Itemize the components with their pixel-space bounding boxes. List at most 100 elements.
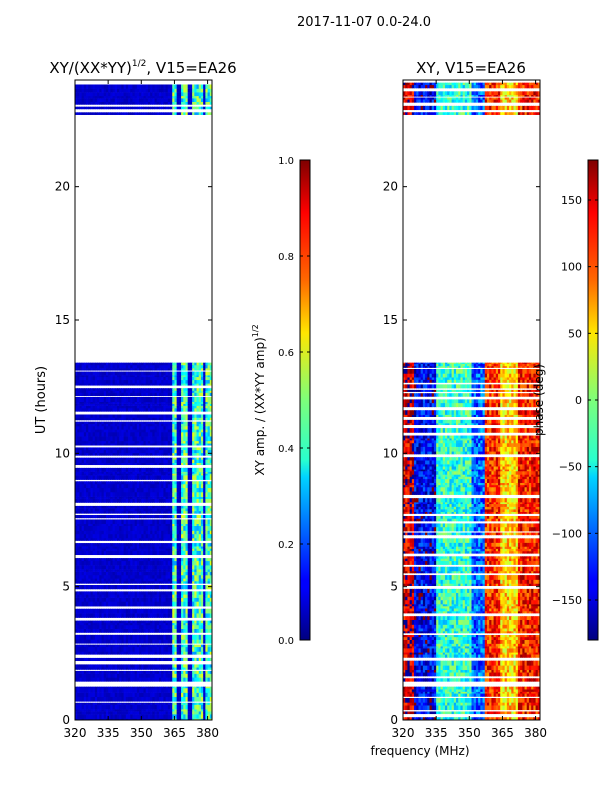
heatmap-cell: [123, 560, 127, 566]
heatmap-cell: [200, 670, 204, 674]
heatmap-cell: [77, 560, 81, 566]
heatmap-cell: [189, 711, 193, 715]
heatmap-cell: [75, 417, 78, 421]
heatmap-cell: [119, 408, 122, 412]
heatmap-cell: [116, 620, 120, 624]
heatmap-cell: [150, 714, 153, 719]
heatmap-cell: [154, 673, 158, 678]
heatmap-cell: [134, 491, 138, 497]
heatmap-cell: [105, 462, 109, 466]
heatmap-cell: [128, 571, 131, 576]
heatmap-cell: [192, 686, 195, 689]
heatmap-cell: [194, 519, 198, 525]
heatmap-cell: [209, 639, 212, 644]
heatmap-cell: [150, 702, 153, 705]
heatmap-cell: [97, 639, 100, 644]
heatmap-cell: [198, 452, 202, 456]
heatmap-cell: [167, 429, 171, 433]
heatmap-cell: [207, 639, 211, 644]
heatmap-cell: [147, 417, 151, 421]
heatmap-cell: [101, 491, 105, 497]
heatmap-cell: [145, 447, 149, 451]
heatmap-cell: [158, 519, 162, 525]
heatmap-cell: [200, 714, 204, 719]
heatmap-cell: [203, 692, 206, 698]
heatmap-cell: [121, 597, 125, 602]
heatmap-cell: [150, 639, 153, 644]
heatmap-cell: [90, 452, 94, 456]
heatmap-cell: [194, 431, 198, 437]
heatmap-cell: [167, 505, 171, 509]
heatmap-cell: [134, 425, 138, 430]
heatmap-cell: [75, 613, 78, 618]
heatmap-cell: [145, 462, 149, 466]
heatmap-cell: [187, 473, 191, 476]
heatmap-cell: [147, 718, 151, 720]
heatmap-cell: [77, 443, 81, 446]
heatmap-cell: [147, 639, 151, 644]
heatmap-cell: [105, 496, 109, 499]
heatmap-cell: [94, 574, 98, 579]
heatmap-cell: [165, 519, 169, 525]
heatmap-cell: [163, 613, 167, 618]
heatmap-cell: [90, 624, 94, 629]
heatmap-cell: [196, 670, 200, 674]
heatmap-cell: [99, 667, 103, 670]
heatmap-cell: [147, 496, 151, 499]
heatmap-cell: [94, 523, 98, 527]
heatmap-cell: [165, 711, 169, 715]
heatmap-cell: [99, 550, 103, 556]
heatmap-cell: [163, 646, 167, 652]
heatmap-cell: [90, 560, 94, 566]
heatmap-cell: [163, 608, 167, 614]
heatmap-cell: [183, 483, 187, 489]
heatmap-cell: [192, 537, 195, 541]
heatmap-cell: [178, 543, 182, 547]
heatmap-cell: [105, 452, 109, 456]
heatmap-cell: [101, 687, 105, 693]
heatmap-cell: [165, 634, 169, 640]
heatmap-cell: [200, 692, 204, 698]
heatmap-cell: [114, 443, 118, 446]
heatmap-cell: [192, 452, 195, 456]
heatmap-cell: [116, 711, 120, 715]
heatmap-cell: [90, 591, 94, 595]
heatmap-cell: [183, 578, 187, 582]
heatmap-cell: [183, 628, 187, 633]
heatmap-cell: [167, 624, 171, 629]
heatmap-cell: [112, 452, 116, 456]
heatmap-cell: [147, 537, 151, 541]
heatmap-cell: [194, 483, 198, 489]
heatmap-cell: [134, 429, 138, 433]
heatmap-cell: [143, 505, 147, 509]
heatmap-cell: [176, 622, 180, 626]
heatmap-cell: [110, 571, 114, 576]
heatmap-cell: [119, 620, 122, 624]
heatmap-cell: [101, 421, 105, 425]
heatmap-cell: [86, 519, 89, 525]
heatmap-cell: [128, 505, 131, 509]
heatmap-cell: [178, 498, 182, 503]
heatmap-cell: [110, 537, 114, 541]
heatmap-cell: [205, 714, 209, 719]
heatmap-cell: [147, 646, 151, 652]
heatmap-cell: [134, 578, 138, 582]
heatmap-cell: [154, 515, 158, 519]
heatmap-cell: [172, 498, 176, 503]
heatmap-cell: [203, 487, 206, 493]
heatmap-cell: [172, 692, 176, 698]
heatmap-cell: [200, 704, 204, 710]
heatmap-cell: [187, 702, 191, 705]
heatmap-cell: [185, 687, 189, 693]
heatmap-cell: [189, 644, 193, 648]
heatmap-cell: [132, 483, 136, 489]
heatmap-cell: [134, 408, 138, 412]
heatmap-cell: [83, 711, 87, 715]
heatmap-cell: [154, 670, 158, 674]
heatmap-cell: [172, 459, 176, 464]
heatmap-cell: [147, 443, 151, 446]
heatmap-cell: [181, 505, 184, 509]
heatmap-cell: [183, 533, 187, 539]
heatmap-cell: [187, 560, 191, 566]
heatmap-cell: [114, 467, 118, 472]
